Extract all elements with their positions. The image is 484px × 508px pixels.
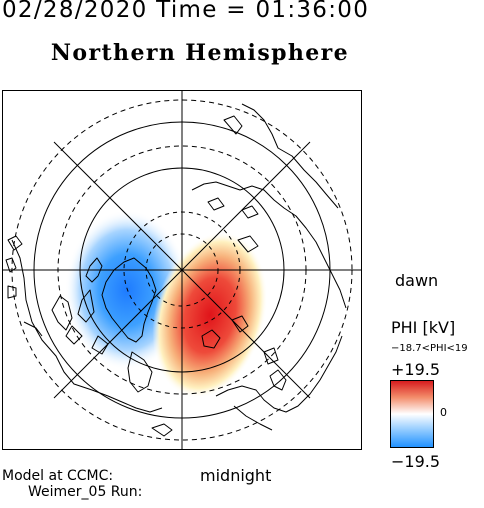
hemisphere-title: Northern Hemisphere <box>50 40 350 66</box>
colorbar-quantity-label: PHI [kV] <box>391 318 456 337</box>
coastline-siberia <box>191 181 347 309</box>
coastline-baltic <box>269 369 287 391</box>
colorbar <box>390 380 434 448</box>
datetime-title: 02/28/2020 Time = 01:36:00 <box>2 0 370 23</box>
colorbar-zero-label: 0 <box>440 406 447 419</box>
polar-map <box>2 90 362 450</box>
coastline-svalbard <box>201 315 279 365</box>
colorbar-range-text: −18.7<PHI<19 <box>391 343 468 354</box>
positive-potential-cell <box>152 231 268 399</box>
coastline-far-east <box>223 103 339 209</box>
colorbar-min-label: −19.5 <box>391 452 441 471</box>
coastline-hudson <box>127 351 153 393</box>
colorbar-max-label: +19.5 <box>391 360 441 379</box>
coastline-arctic-islands <box>65 257 109 355</box>
coastline-north-america <box>11 239 163 413</box>
coastline-siberia-islands <box>207 197 259 253</box>
model-line: Model at CCMC: <box>2 468 114 484</box>
coastline-europe <box>215 335 343 431</box>
coastlines <box>5 103 347 437</box>
colorbar-gradient <box>390 380 434 448</box>
coastline-iceland <box>151 423 173 437</box>
coastline-alaska <box>5 235 23 299</box>
meridian-diagonal-b <box>53 141 311 399</box>
dawn-label: dawn <box>395 271 439 290</box>
midnight-label: midnight <box>200 466 272 485</box>
coastline-greenland <box>101 257 157 343</box>
run-line: Weimer_05 Run: <box>28 484 143 500</box>
